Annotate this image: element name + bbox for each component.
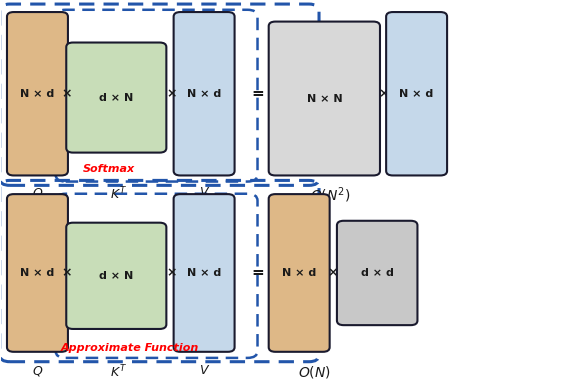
Text: $V$: $V$ (199, 364, 210, 377)
FancyBboxPatch shape (7, 12, 68, 176)
FancyBboxPatch shape (269, 22, 380, 176)
Text: ×: × (62, 88, 72, 100)
Text: Softmax: Softmax (83, 164, 135, 174)
Text: $O(N^2)$: $O(N^2)$ (310, 186, 351, 205)
Text: d × N: d × N (99, 271, 133, 281)
Text: $O(N)$: $O(N)$ (298, 364, 331, 380)
Text: $Q$: $Q$ (32, 186, 43, 200)
Text: N × d: N × d (20, 89, 55, 99)
FancyBboxPatch shape (174, 194, 234, 352)
Text: Approximate Function: Approximate Function (61, 342, 199, 352)
FancyBboxPatch shape (386, 12, 447, 176)
FancyBboxPatch shape (269, 194, 330, 352)
Text: N × N: N × N (306, 93, 342, 103)
Text: =: = (251, 266, 264, 281)
Text: =: = (251, 86, 264, 102)
Text: N × d: N × d (282, 268, 316, 278)
Text: $K^T$: $K^T$ (110, 186, 128, 202)
Text: d × N: d × N (99, 93, 133, 103)
Text: ×: × (328, 266, 338, 279)
Text: ×: × (62, 266, 72, 279)
FancyBboxPatch shape (66, 42, 166, 152)
Text: ×: × (167, 266, 177, 279)
FancyBboxPatch shape (174, 12, 234, 176)
Text: N × d: N × d (187, 268, 221, 278)
Text: ×: × (167, 88, 177, 100)
Text: N × d: N × d (20, 268, 55, 278)
Text: N × d: N × d (400, 89, 434, 99)
FancyBboxPatch shape (337, 221, 418, 325)
Text: $Q$: $Q$ (32, 364, 43, 378)
Text: d × d: d × d (361, 268, 393, 278)
Text: $K^T$: $K^T$ (110, 364, 128, 381)
Text: $V$: $V$ (199, 186, 210, 199)
Text: N × d: N × d (187, 89, 221, 99)
Text: ×: × (378, 88, 388, 100)
FancyBboxPatch shape (66, 223, 166, 329)
FancyBboxPatch shape (7, 194, 68, 352)
